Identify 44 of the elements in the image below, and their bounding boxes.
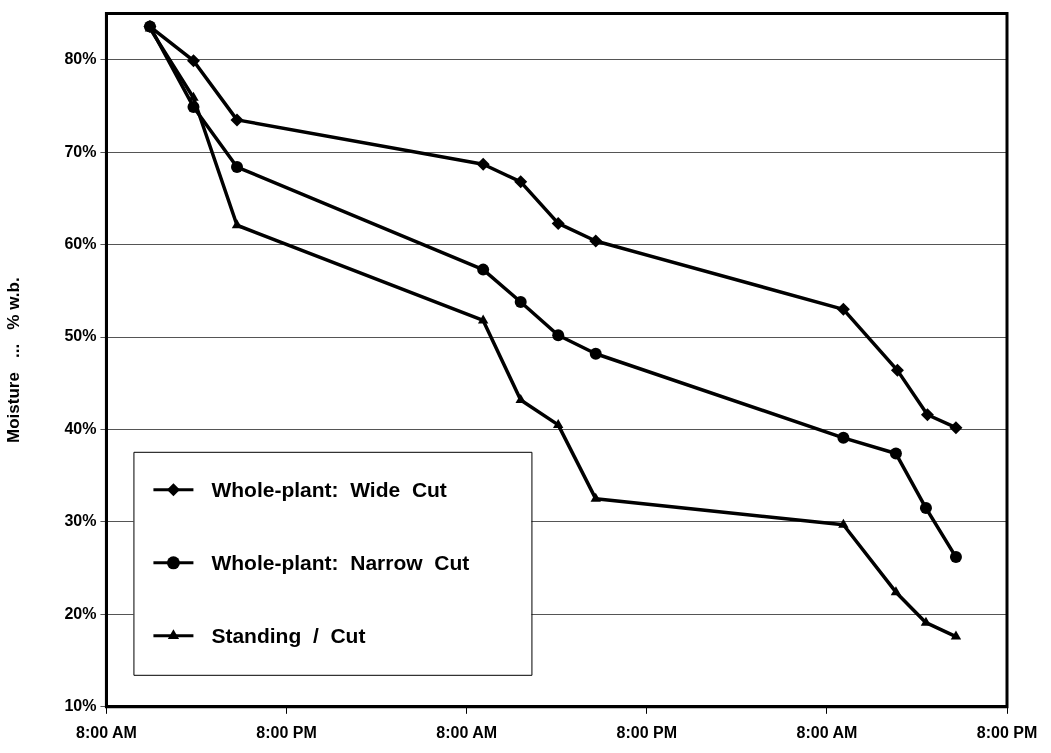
point bbox=[551, 216, 565, 230]
x-tick-label: 8:00 PM bbox=[256, 723, 317, 741]
legend-label: Whole-plant: Narrow Cut bbox=[211, 550, 470, 574]
point bbox=[837, 431, 850, 444]
x-tick-label: 8:00 AM bbox=[436, 723, 498, 741]
point bbox=[477, 263, 490, 276]
y-tick-label: 30% bbox=[64, 512, 97, 530]
legend-label: Standing / Cut bbox=[211, 623, 366, 647]
point bbox=[919, 502, 932, 515]
point bbox=[514, 175, 528, 189]
point bbox=[920, 408, 934, 422]
x-tick-label: 8:00 AM bbox=[76, 723, 137, 741]
point bbox=[589, 234, 603, 248]
point bbox=[553, 418, 564, 428]
point bbox=[552, 329, 565, 342]
point bbox=[949, 551, 962, 564]
point bbox=[889, 447, 902, 460]
point bbox=[949, 421, 963, 435]
point bbox=[950, 630, 962, 640]
point bbox=[515, 393, 526, 403]
y-tick-label: 60% bbox=[64, 235, 97, 253]
y-tick-label: 20% bbox=[64, 604, 97, 622]
point bbox=[590, 492, 601, 502]
point bbox=[188, 91, 199, 101]
y-tick-label: 10% bbox=[64, 697, 97, 715]
point bbox=[589, 347, 602, 360]
point bbox=[890, 586, 902, 596]
point bbox=[890, 363, 904, 377]
legend-label: Whole-plant: Wide Cut bbox=[211, 477, 447, 501]
x-tick-label: 8:00 PM bbox=[976, 723, 1038, 741]
y-tick-label: 50% bbox=[64, 327, 97, 345]
point bbox=[230, 113, 244, 127]
x-tick-label: 8:00 PM bbox=[616, 723, 677, 741]
y-tick-label: 70% bbox=[64, 142, 97, 160]
x-tick-label: 8:00 AM bbox=[796, 723, 858, 741]
point bbox=[476, 157, 490, 171]
y-tick-label: 80% bbox=[64, 50, 97, 68]
point bbox=[186, 54, 200, 68]
point bbox=[231, 161, 244, 174]
y-axis-title: Moisture ... % w.b. bbox=[3, 277, 23, 443]
point bbox=[836, 302, 850, 316]
y-tick-label: 40% bbox=[64, 419, 97, 437]
point bbox=[514, 295, 527, 308]
point bbox=[838, 518, 849, 528]
